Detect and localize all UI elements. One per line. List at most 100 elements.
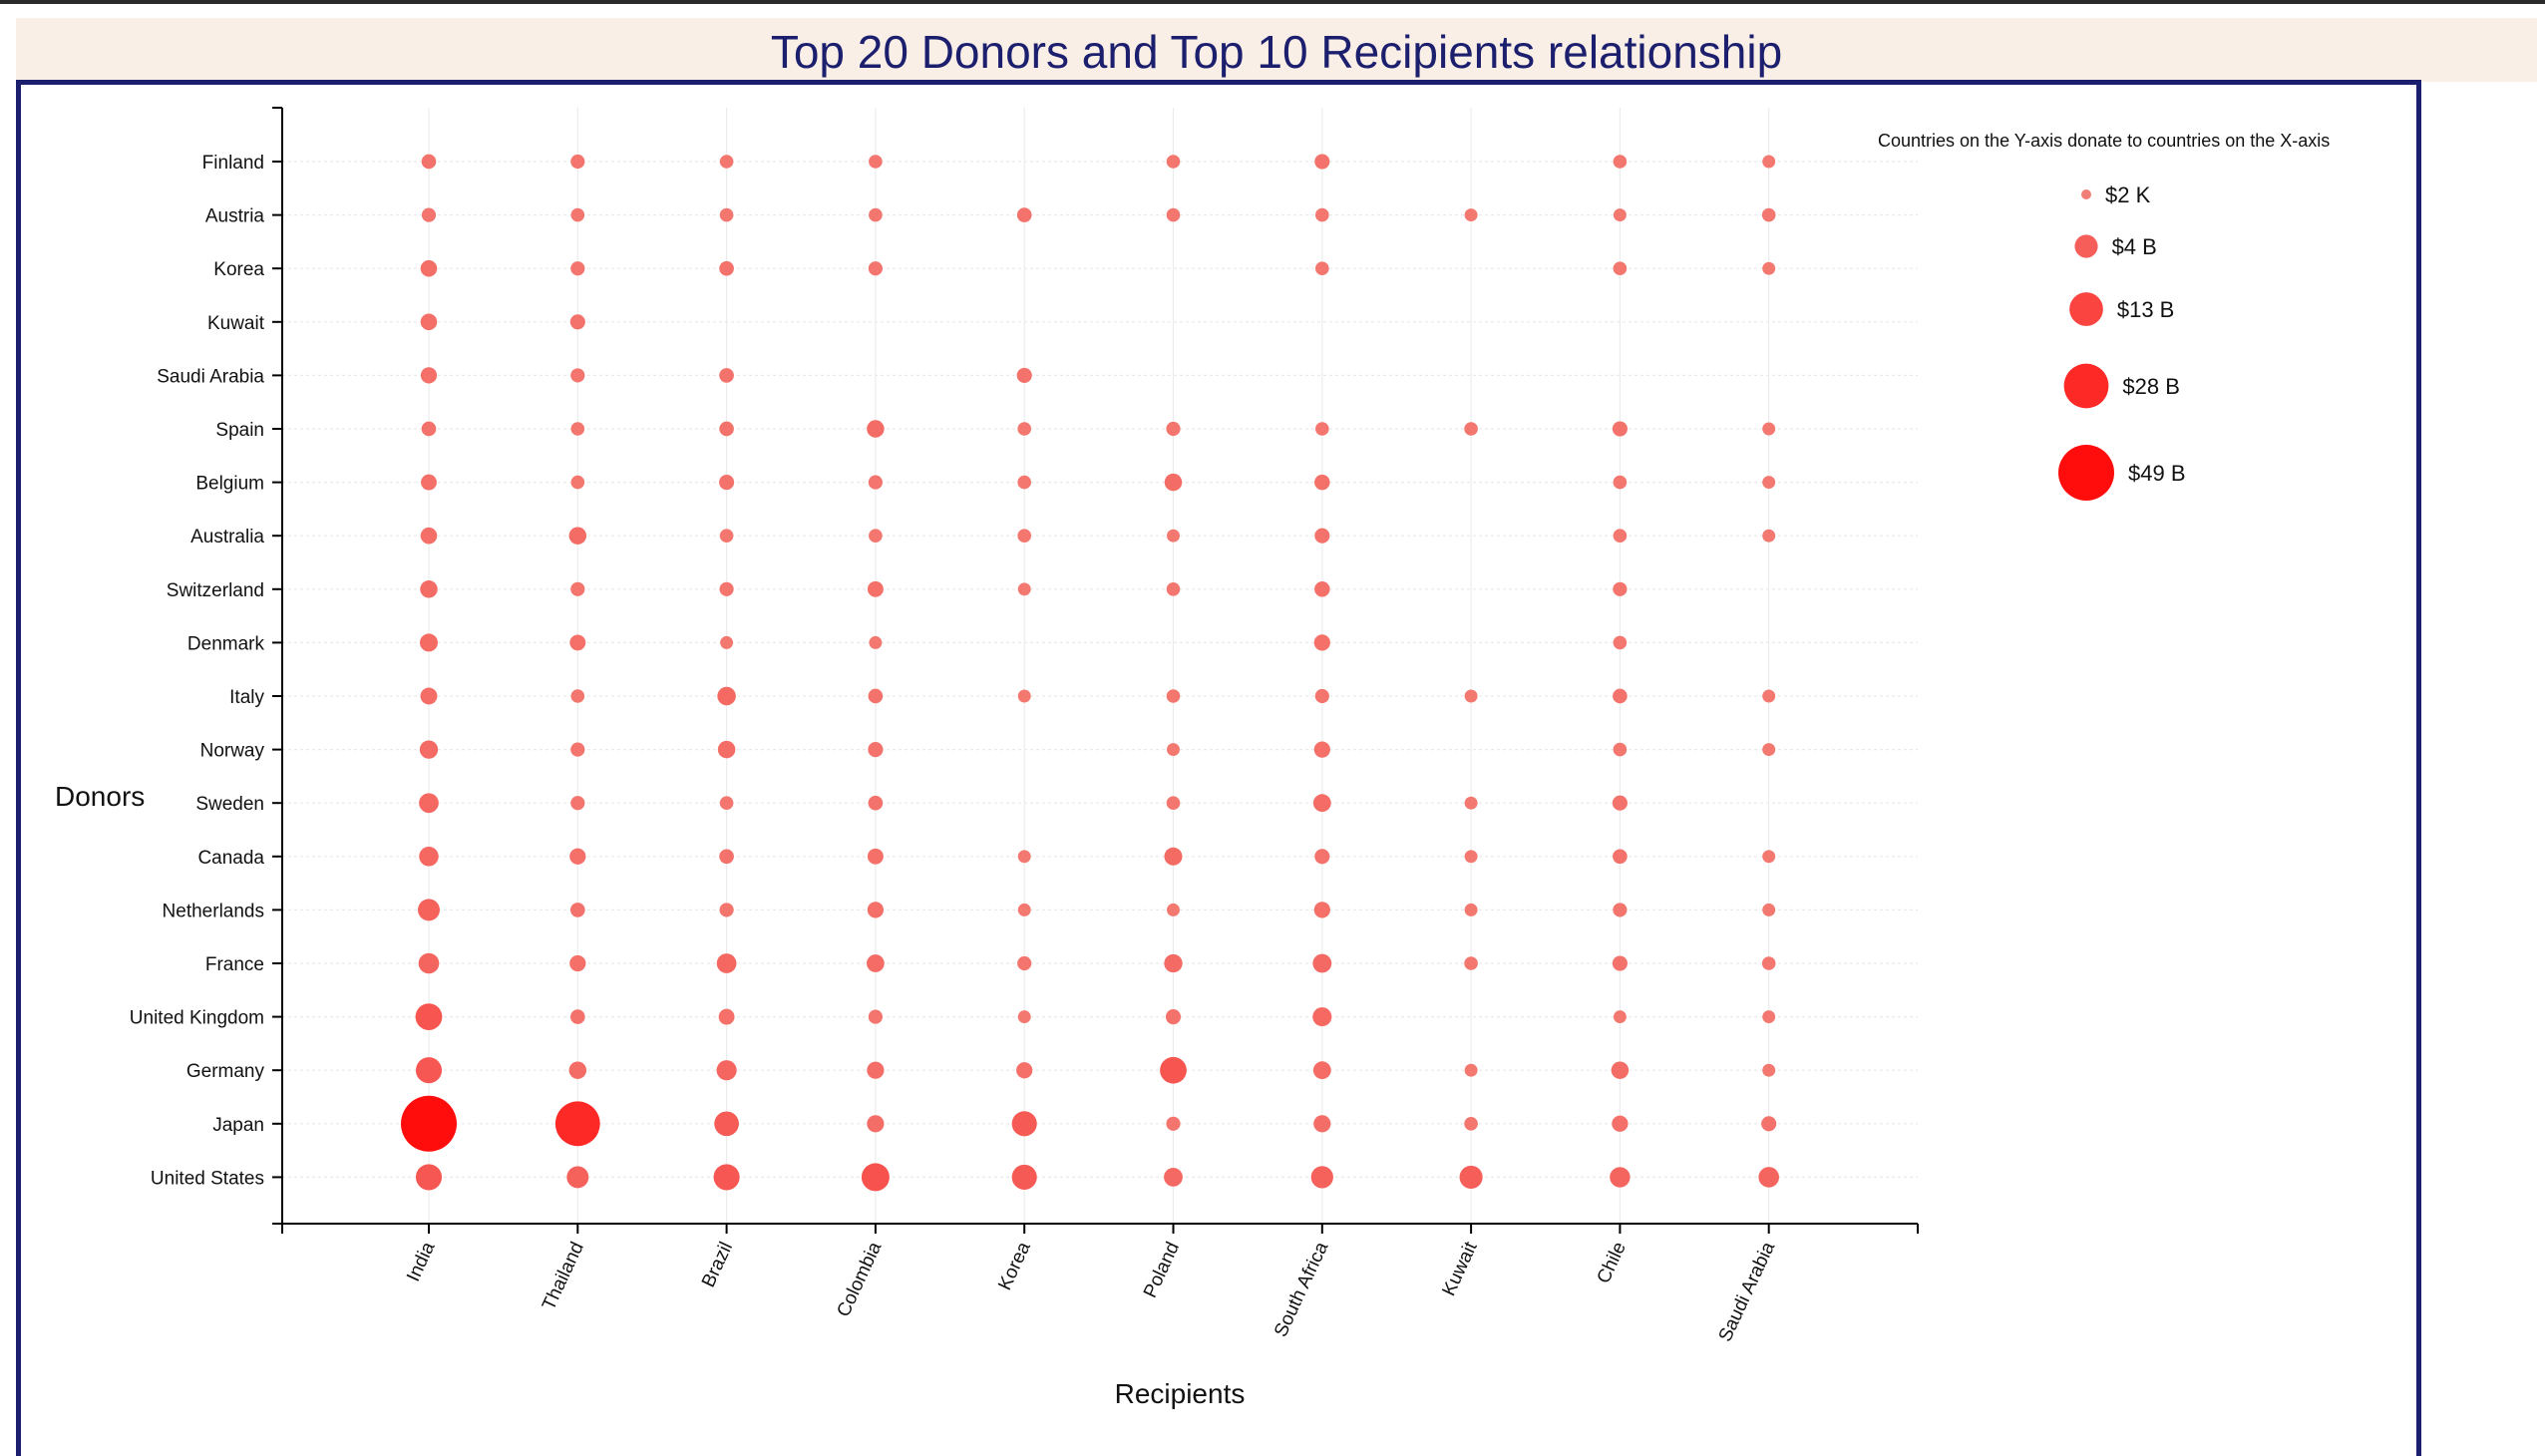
bubble-netherlands-to-chile	[1613, 903, 1628, 917]
bubble-australia-to-south-africa	[1314, 528, 1330, 544]
bubble-france-to-chile	[1612, 955, 1628, 971]
y-tick-label-italy: Italy	[229, 687, 264, 708]
bubble-italy-to-saudi-arabia	[1762, 689, 1776, 703]
bubble-united-kingdom-to-thailand	[569, 1009, 585, 1024]
y-tick-label-france: France	[205, 954, 264, 975]
legend-label-1: $2 K	[2105, 182, 2151, 207]
bubble-united-states-to-brazil	[713, 1164, 740, 1191]
bubble-canada-to-india	[419, 847, 439, 867]
bubble-united-states-to-poland	[1164, 1167, 1183, 1187]
bubble-denmark-to-india	[419, 633, 439, 652]
bubble-denmark-to-south-africa	[1313, 634, 1330, 651]
bubble-austria-to-chile	[1613, 208, 1627, 222]
bubble-sweden-to-thailand	[570, 796, 585, 811]
bubble-belgium-to-korea	[1017, 475, 1031, 490]
bubble-sweden-to-colombia	[868, 795, 884, 811]
bubble-belgium-to-chile	[1613, 475, 1628, 490]
bubble-united-kingdom-to-south-africa	[1312, 1007, 1332, 1027]
bubble-korea-to-chile	[1613, 261, 1628, 276]
bubble-united-states-to-india	[415, 1164, 443, 1191]
page-title: Top 20 Donors and Top 10 Recipients rela…	[770, 26, 1783, 78]
bubble-germany-to-chile	[1611, 1061, 1630, 1079]
bubble-sweden-to-brazil	[719, 796, 734, 810]
bubble-japan-to-kuwait	[1464, 1117, 1478, 1131]
bubble-korea-to-colombia	[868, 261, 883, 276]
bubble-australia-to-saudi-arabia	[1762, 529, 1776, 543]
bubble-austria-to-south-africa	[1315, 207, 1329, 222]
bubble-belgium-to-india	[421, 474, 437, 491]
bubble-finland-to-colombia	[869, 155, 883, 169]
bubble-spain-to-india	[421, 421, 437, 437]
y-tick-label-united-kingdom: United Kingdom	[130, 1008, 264, 1029]
x-tick-label-colombia: Colombia	[833, 1239, 886, 1320]
bubble-australia-to-india	[420, 527, 438, 545]
bubble-france-to-saudi-arabia	[1761, 956, 1776, 970]
bubble-germany-to-kuwait	[1464, 1063, 1478, 1077]
bubble-germany-to-colombia	[867, 1061, 885, 1079]
x-tick-label-chile: Chile	[1594, 1239, 1631, 1286]
bubble-finland-to-poland	[1166, 155, 1181, 169]
bubble-sweden-to-india	[419, 793, 439, 814]
bubble-norway-to-thailand	[570, 742, 585, 757]
bubble-saudi-arabia-to-brazil	[719, 368, 734, 383]
bubble-netherlands-to-south-africa	[1313, 902, 1330, 918]
y-tick-label-denmark: Denmark	[187, 633, 265, 654]
y-tick-label-finland: Finland	[202, 153, 264, 174]
bubble-united-kingdom-to-saudi-arabia	[1762, 1010, 1776, 1024]
bubble-kuwait-to-thailand	[569, 314, 585, 330]
bubble-switzerland-to-poland	[1166, 582, 1181, 596]
bubble-italy-to-brazil	[717, 686, 736, 706]
legend-bubble-5	[2058, 445, 2114, 501]
x-tick-label-india: India	[403, 1239, 440, 1285]
bubble-australia-to-thailand	[568, 527, 587, 545]
y-tick-label-austria: Austria	[205, 206, 265, 227]
bubble-spain-to-kuwait	[1464, 422, 1478, 436]
x-tick-label-kuwait: Kuwait	[1438, 1239, 1481, 1299]
bubble-australia-to-korea	[1017, 529, 1031, 543]
bubble-canada-to-thailand	[569, 848, 586, 865]
bubble-sweden-to-south-africa	[1312, 794, 1331, 813]
legend-label-4: $28 B	[2122, 374, 2180, 399]
bubble-france-to-kuwait	[1464, 956, 1478, 970]
bubble-united-states-to-saudi-arabia	[1758, 1167, 1779, 1188]
legend-label-3: $13 B	[2117, 297, 2175, 322]
bubble-germany-to-south-africa	[1312, 1061, 1331, 1080]
bubble-japan-to-india	[401, 1095, 457, 1152]
y-tick-label-switzerland: Switzerland	[167, 580, 264, 601]
bubble-belgium-to-brazil	[719, 475, 735, 491]
bubble-united-kingdom-to-brazil	[718, 1008, 735, 1025]
top-rule	[0, 0, 2545, 4]
bubble-norway-to-saudi-arabia	[1762, 743, 1776, 757]
bubble-denmark-to-chile	[1613, 635, 1628, 650]
y-tick-label-sweden: Sweden	[195, 794, 264, 815]
bubble-netherlands-to-kuwait	[1464, 903, 1478, 916]
bubble-switzerland-to-south-africa	[1314, 581, 1330, 597]
bubble-germany-to-korea	[1016, 1062, 1033, 1079]
bubble-germany-to-india	[415, 1057, 443, 1084]
bubble-austria-to-kuwait	[1464, 208, 1478, 222]
bubble-united-states-to-colombia	[861, 1163, 890, 1192]
bubble-united-states-to-kuwait	[1459, 1165, 1483, 1189]
bubble-korea-to-india	[420, 259, 438, 277]
y-tick-label-united-states: United States	[151, 1168, 264, 1189]
bubble-finland-to-chile	[1613, 155, 1628, 169]
legend-title: Countries on the Y-axis donate to countr…	[1878, 131, 2330, 151]
bubble-united-states-to-chile	[1610, 1167, 1631, 1188]
bubble-italy-to-south-africa	[1314, 688, 1329, 704]
bubble-united-kingdom-to-colombia	[868, 1009, 883, 1024]
bubble-france-to-colombia	[867, 954, 885, 972]
bubble-finland-to-brazil	[719, 155, 734, 169]
x-axis-title: Recipients	[1115, 1378, 1246, 1409]
bubble-canada-to-kuwait	[1464, 850, 1478, 864]
bubble-spain-to-thailand	[570, 422, 585, 436]
bubble-australia-to-chile	[1613, 529, 1628, 543]
bubble-norway-to-colombia	[868, 742, 884, 758]
y-tick-label-korea: Korea	[213, 259, 264, 280]
bubble-korea-to-brazil	[719, 260, 734, 276]
bubble-austria-to-india	[421, 207, 437, 222]
bubble-norway-to-chile	[1613, 742, 1628, 757]
y-tick-label-norway: Norway	[200, 741, 265, 762]
bubble-canada-to-poland	[1164, 847, 1183, 866]
bubble-france-to-brazil	[716, 953, 737, 973]
bubble-japan-to-brazil	[714, 1111, 739, 1137]
